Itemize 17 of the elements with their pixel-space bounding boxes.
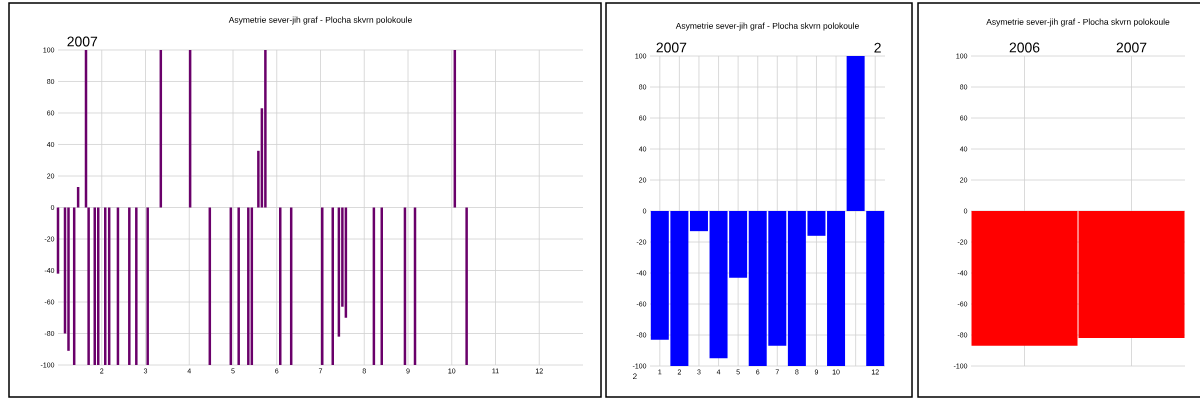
bar	[237, 207, 240, 365]
x-tick-label: 2006	[1009, 42, 1040, 53]
bar	[97, 207, 100, 365]
bar	[465, 207, 468, 365]
bar	[146, 207, 149, 365]
bar	[279, 207, 282, 365]
bar	[135, 207, 138, 365]
bar	[104, 207, 107, 365]
bar	[264, 50, 267, 208]
bar	[87, 207, 90, 365]
bar	[128, 207, 131, 365]
bar	[321, 207, 324, 365]
chart-title: Asymetrie sever-jih graf - Plocha skvrn polokoule	[986, 18, 1170, 27]
chart-title: Asymetrie sever-jih graf - Plocha skvrn polokoule	[228, 16, 412, 25]
bar	[247, 207, 250, 365]
chart-title: Asymetrie sever-jih graf - Plocha skvrn polokoule	[675, 22, 859, 31]
bar	[67, 207, 70, 351]
